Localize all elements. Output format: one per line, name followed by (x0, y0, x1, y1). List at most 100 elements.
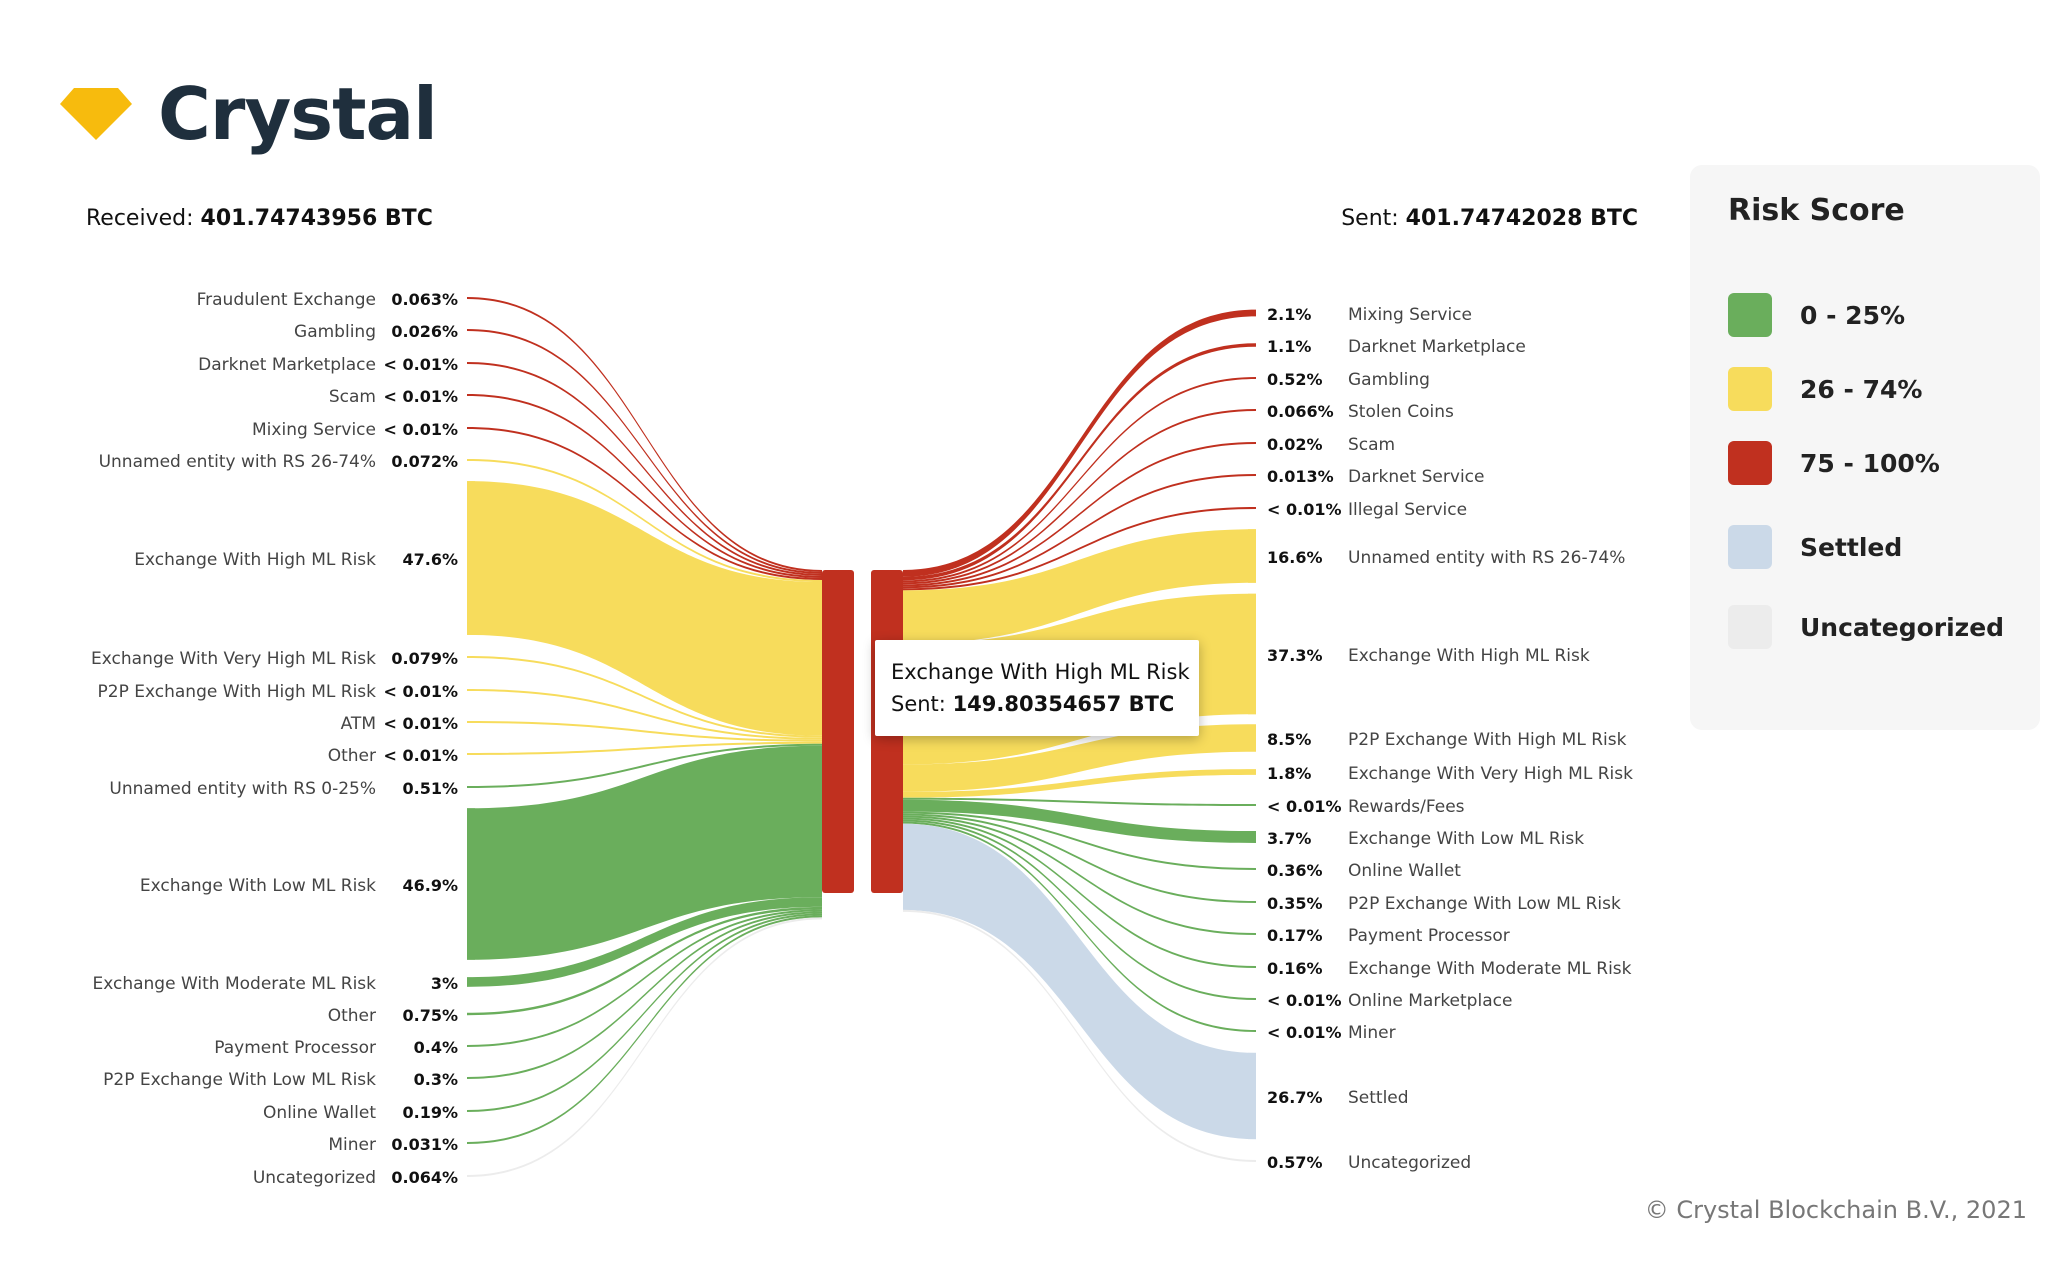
right-node-label: Settled (1348, 1088, 1409, 1108)
right-node-label: Illegal Service (1348, 500, 1467, 520)
right-node-percent: 0.02% (1267, 435, 1323, 454)
right-flow-link[interactable] (903, 769, 1256, 798)
right-flow-link[interactable] (903, 377, 1256, 583)
right-node-percent: 0.066% (1267, 402, 1334, 421)
left-node-label: Mixing Service (252, 420, 376, 440)
right-flow-link[interactable] (903, 529, 1256, 644)
left-flow-link[interactable] (467, 913, 822, 1112)
left-flow-link[interactable] (467, 459, 822, 582)
flow-tooltip: Exchange With High ML Risk Sent: 149.803… (875, 640, 1199, 736)
left-node-label: Exchange With Low ML Risk (140, 876, 376, 896)
tooltip-title: Exchange With High ML Risk (891, 660, 1190, 684)
left-node-percent: 0.75% (402, 1006, 458, 1025)
right-flow-link[interactable] (903, 817, 1256, 968)
legend-label: 26 - 74% (1800, 374, 1923, 404)
received-total: Received: 401.74743956 BTC (86, 206, 433, 231)
right-flow-link[interactable] (903, 343, 1256, 581)
left-flow-link[interactable] (467, 741, 822, 755)
right-flow-link[interactable] (903, 797, 1256, 806)
left-node-percent: 0.063% (391, 290, 458, 309)
right-flow-link[interactable] (903, 799, 1256, 843)
left-node-label: Other (328, 1006, 376, 1026)
right-node-label: P2P Exchange With Low ML Risk (1348, 894, 1621, 914)
received-value: 401.74743956 BTC (200, 206, 433, 231)
right-flow-link[interactable] (903, 909, 1256, 1162)
left-flow-link[interactable] (467, 915, 822, 1144)
left-flow-link[interactable] (467, 917, 822, 1177)
left-node-percent: 47.6% (402, 550, 458, 569)
right-node-cap (1248, 529, 1256, 583)
right-node-percent: 16.6% (1267, 548, 1323, 567)
left-node-percent: < 0.01% (384, 355, 458, 374)
left-flow-link[interactable] (467, 906, 822, 1016)
left-flow-link[interactable] (467, 329, 822, 574)
left-node-label: P2P Exchange With Low ML Risk (103, 1070, 376, 1090)
right-flow-link[interactable] (903, 811, 1256, 870)
legend-swatch (1728, 605, 1772, 649)
left-flow-link[interactable] (467, 656, 822, 738)
left-node-label: Payment Processor (214, 1038, 376, 1058)
left-node-label: Other (328, 746, 376, 766)
left-node-label: Unnamed entity with RS 0-25% (109, 779, 376, 799)
left-flow-link[interactable] (467, 745, 822, 960)
sent-value: 401.74742028 BTC (1405, 206, 1638, 231)
right-flow-link[interactable] (903, 821, 1256, 1032)
legend-item-settled: Settled (1728, 525, 1902, 569)
left-flow-link[interactable] (467, 362, 822, 576)
right-node-label: Gambling (1348, 370, 1430, 390)
right-node-percent: 37.3% (1267, 646, 1323, 665)
legend-label: Uncategorized (1800, 612, 2005, 642)
right-node-percent: 0.16% (1267, 959, 1323, 978)
right-flow-link[interactable] (903, 507, 1256, 591)
incoming-node-bar[interactable] (822, 570, 854, 893)
brand: Crystal (60, 72, 438, 156)
right-flow-link[interactable] (903, 309, 1256, 577)
legend-label: Settled (1800, 532, 1903, 562)
left-flow-link[interactable] (467, 297, 822, 572)
right-node-percent: 0.57% (1267, 1153, 1323, 1172)
right-flow-link[interactable] (903, 409, 1256, 585)
legend-item-medium: 26 - 74% (1728, 367, 1922, 411)
left-flow-link[interactable] (467, 394, 822, 578)
right-flow-link[interactable] (903, 442, 1256, 587)
left-node-label: Gambling (294, 322, 376, 342)
left-flow-link[interactable] (467, 689, 822, 740)
right-node-label: Exchange With High ML Risk (1348, 646, 1590, 666)
left-node-percent: 0.4% (414, 1038, 458, 1057)
left-flow-link[interactable] (467, 721, 822, 742)
left-flow-link[interactable] (467, 897, 822, 987)
right-flow-link[interactable] (903, 474, 1256, 589)
left-node-percent: < 0.01% (384, 746, 458, 765)
left-flow-link[interactable] (467, 911, 822, 1079)
left-node-percent: < 0.01% (384, 682, 458, 701)
right-node-label: Exchange With Very High ML Risk (1348, 764, 1633, 784)
right-node-percent: 26.7% (1267, 1088, 1323, 1107)
right-node-percent: 3.7% (1267, 829, 1311, 848)
right-node-cap (1248, 593, 1256, 715)
right-flow-link[interactable] (903, 724, 1256, 792)
right-node-percent: 0.35% (1267, 894, 1323, 913)
left-flow-link[interactable] (467, 909, 822, 1047)
left-node-label: Fraudulent Exchange (197, 290, 376, 310)
left-node-cap (467, 808, 475, 960)
left-node-label: P2P Exchange With High ML Risk (98, 682, 377, 702)
left-flow-link[interactable] (467, 427, 822, 580)
right-flow-link[interactable] (903, 819, 1256, 1000)
left-flow-link[interactable] (467, 481, 822, 736)
sent-total: Sent: 401.74742028 BTC (1341, 206, 1638, 231)
tooltip-amount-label: Sent: (891, 692, 946, 716)
flow-links (467, 297, 1256, 1177)
left-node-label: Unnamed entity with RS 26-74% (99, 452, 376, 472)
left-node-label: Exchange With High ML Risk (134, 550, 376, 570)
right-flow-link[interactable] (903, 815, 1256, 935)
left-flow-link[interactable] (467, 743, 822, 788)
right-flow-link[interactable] (903, 813, 1256, 903)
right-node-label: Online Marketplace (1348, 991, 1512, 1011)
legend-swatch (1728, 525, 1772, 569)
left-node-label: ATM (341, 714, 376, 734)
legend-item-low: 0 - 25% (1728, 293, 1905, 337)
legend-item-high: 75 - 100% (1728, 441, 1940, 485)
right-flow-link[interactable] (903, 823, 1256, 1140)
